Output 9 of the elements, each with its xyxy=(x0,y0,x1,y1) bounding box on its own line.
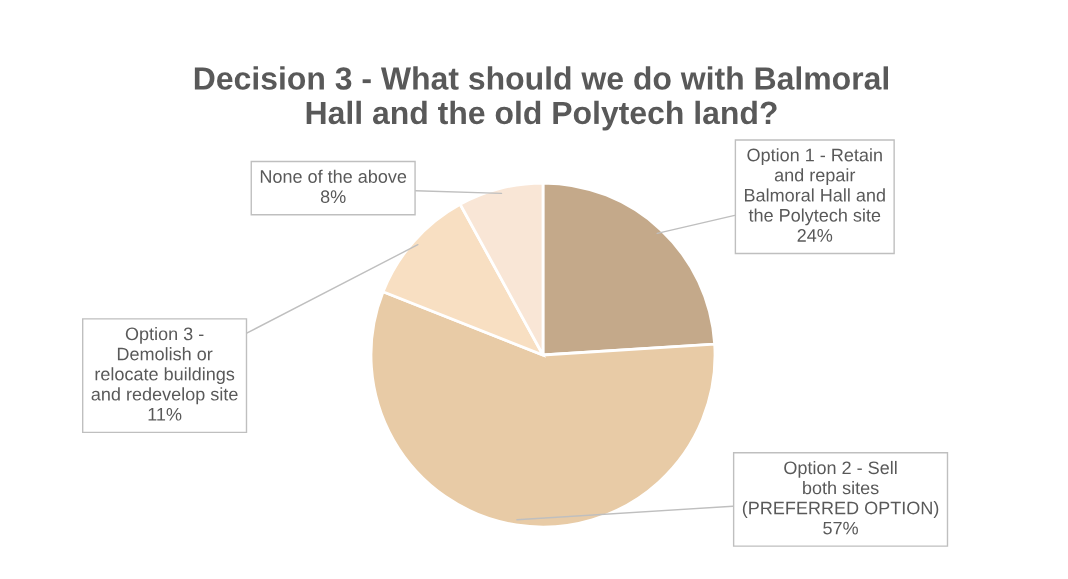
data-label: 8% xyxy=(320,190,346,204)
slice-label: Option 1 - Retain and repair Balmoral Hall and the Polytech site xyxy=(744,148,885,226)
data-label: 24% xyxy=(797,229,833,242)
slice-label: Option 3 - Demolish or relocate buildings and redevelop site xyxy=(91,327,238,405)
chart-title: Decision 3 - What should we do with Balmoral Hall and the old Polytech land? xyxy=(194,66,888,131)
data-label: 57% xyxy=(823,521,858,535)
data-label: 11% xyxy=(148,407,182,421)
slice-label: None of the above xyxy=(260,169,407,183)
slice-label: Option 2 - Sell both sites (PREFERRED OPTION) xyxy=(742,460,939,518)
